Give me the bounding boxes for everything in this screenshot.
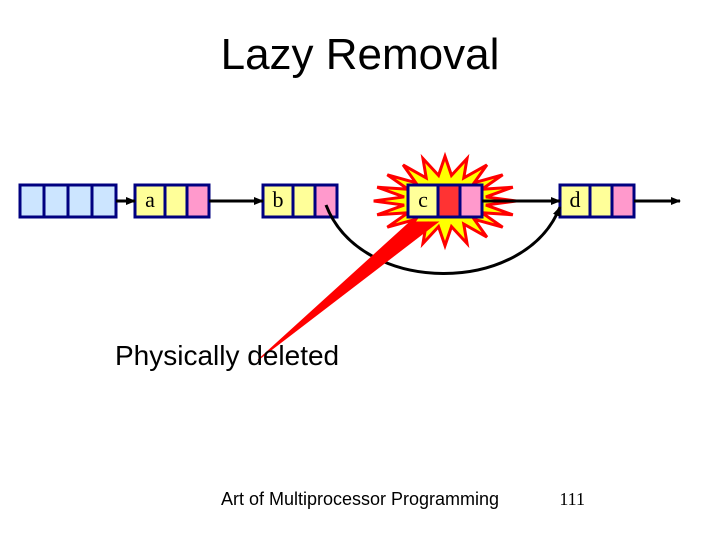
svg-text:d: d [570,187,581,212]
svg-text:c: c [418,187,428,212]
svg-text:a: a [145,187,155,212]
footer-text: Art of Multiprocessor Programming [0,489,720,510]
linked-list-diagram: a b c d [0,0,720,540]
page-number: 111 [559,489,585,510]
annotation-physically-deleted: Physically deleted [115,340,339,372]
svg-text:b: b [273,187,284,212]
